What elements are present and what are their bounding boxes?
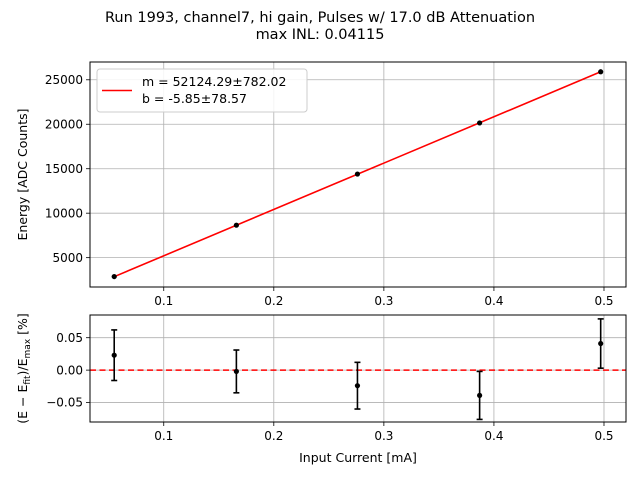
- x-tick-label: 0.5: [594, 429, 613, 443]
- residual-point: [477, 392, 483, 399]
- y-tick-label: 0.00: [56, 363, 83, 377]
- x-tick-label: 0.1: [154, 294, 173, 308]
- residual-point: [111, 352, 117, 358]
- residual-data-points: [111, 318, 604, 421]
- energy-y-ticks: 5000 10000 15000 20000 25000: [45, 73, 90, 265]
- y-tick-label: 10000: [45, 206, 83, 220]
- data-point: [354, 171, 361, 177]
- residual-ylabel-sub-fit: fit: [23, 375, 33, 385]
- residual-ylabel-sub-max: max: [23, 338, 33, 358]
- residual-point: [598, 340, 604, 347]
- residual-plot: 0.1 0.2 0.3 0.4 0.5 −0.05 0.00 0.05 Input Curr…: [15, 313, 627, 465]
- y-tick-label: 15000: [45, 162, 83, 176]
- x-tick-label: 0.2: [264, 294, 283, 308]
- energy-plot-frame: [89, 61, 627, 288]
- x-tick-label: 0.4: [484, 294, 503, 308]
- chart-title-line1: Run 1993, channel7, hi gain, Pulses w/ 1…: [105, 10, 535, 26]
- data-point: [598, 69, 604, 75]
- residual-point: [233, 368, 239, 375]
- energy-plot-grid: [90, 62, 626, 287]
- residual-point: [354, 383, 361, 389]
- data-point: [477, 120, 483, 126]
- y-tick-label: 20000: [45, 117, 83, 131]
- y-tick-label: 25000: [45, 73, 83, 87]
- x-tick-label: 0.3: [374, 294, 393, 308]
- x-tick-label: 0.3: [374, 429, 393, 443]
- residual-x-axis-label: Input Current [mA]: [299, 450, 417, 465]
- energy-plot: 0.1 0.2 0.3 0.4 0.5 5000 10000 15000 20000 25000…: [15, 61, 627, 308]
- energy-data-points: [111, 69, 604, 280]
- x-tick-label: 0.4: [484, 429, 503, 443]
- residual-plot-frame: [89, 314, 627, 423]
- y-tick-label: 5000: [52, 251, 83, 265]
- energy-y-axis-label: Energy [ADC Counts]: [15, 108, 30, 240]
- legend-box: [96, 68, 308, 113]
- x-tick-label: 0.5: [594, 294, 613, 308]
- energy-x-ticks: 0.1 0.2 0.3 0.4 0.5: [154, 287, 614, 308]
- legend-entry-slope: m = 52124.29±782.02: [142, 74, 286, 89]
- data-point: [111, 273, 117, 280]
- x-tick-label: 0.2: [264, 429, 283, 443]
- legend-entry-intercept: b = -5.85±78.57: [142, 91, 247, 106]
- y-tick-label: 0.05: [56, 331, 83, 345]
- residual-y-ticks: −0.05 0.00 0.05: [46, 331, 90, 410]
- data-point: [233, 222, 239, 228]
- legend: m = 52124.29±782.02 b = -5.85±78.57: [96, 68, 308, 113]
- chart-title-line2: max INL: 0.04115: [256, 27, 385, 43]
- x-tick-label: 0.1: [154, 429, 173, 443]
- residual-x-ticks: 0.1 0.2 0.3 0.4 0.5: [154, 422, 614, 443]
- residual-ylabel-prefix: (E − E: [15, 385, 30, 424]
- residual-ylabel-mid: )/E: [15, 358, 30, 375]
- residual-ylabel-suffix: [%]: [15, 313, 30, 339]
- residual-y-axis-label: (E − Efit)/Emax [%]: [15, 313, 33, 424]
- y-tick-label: −0.05: [46, 396, 83, 410]
